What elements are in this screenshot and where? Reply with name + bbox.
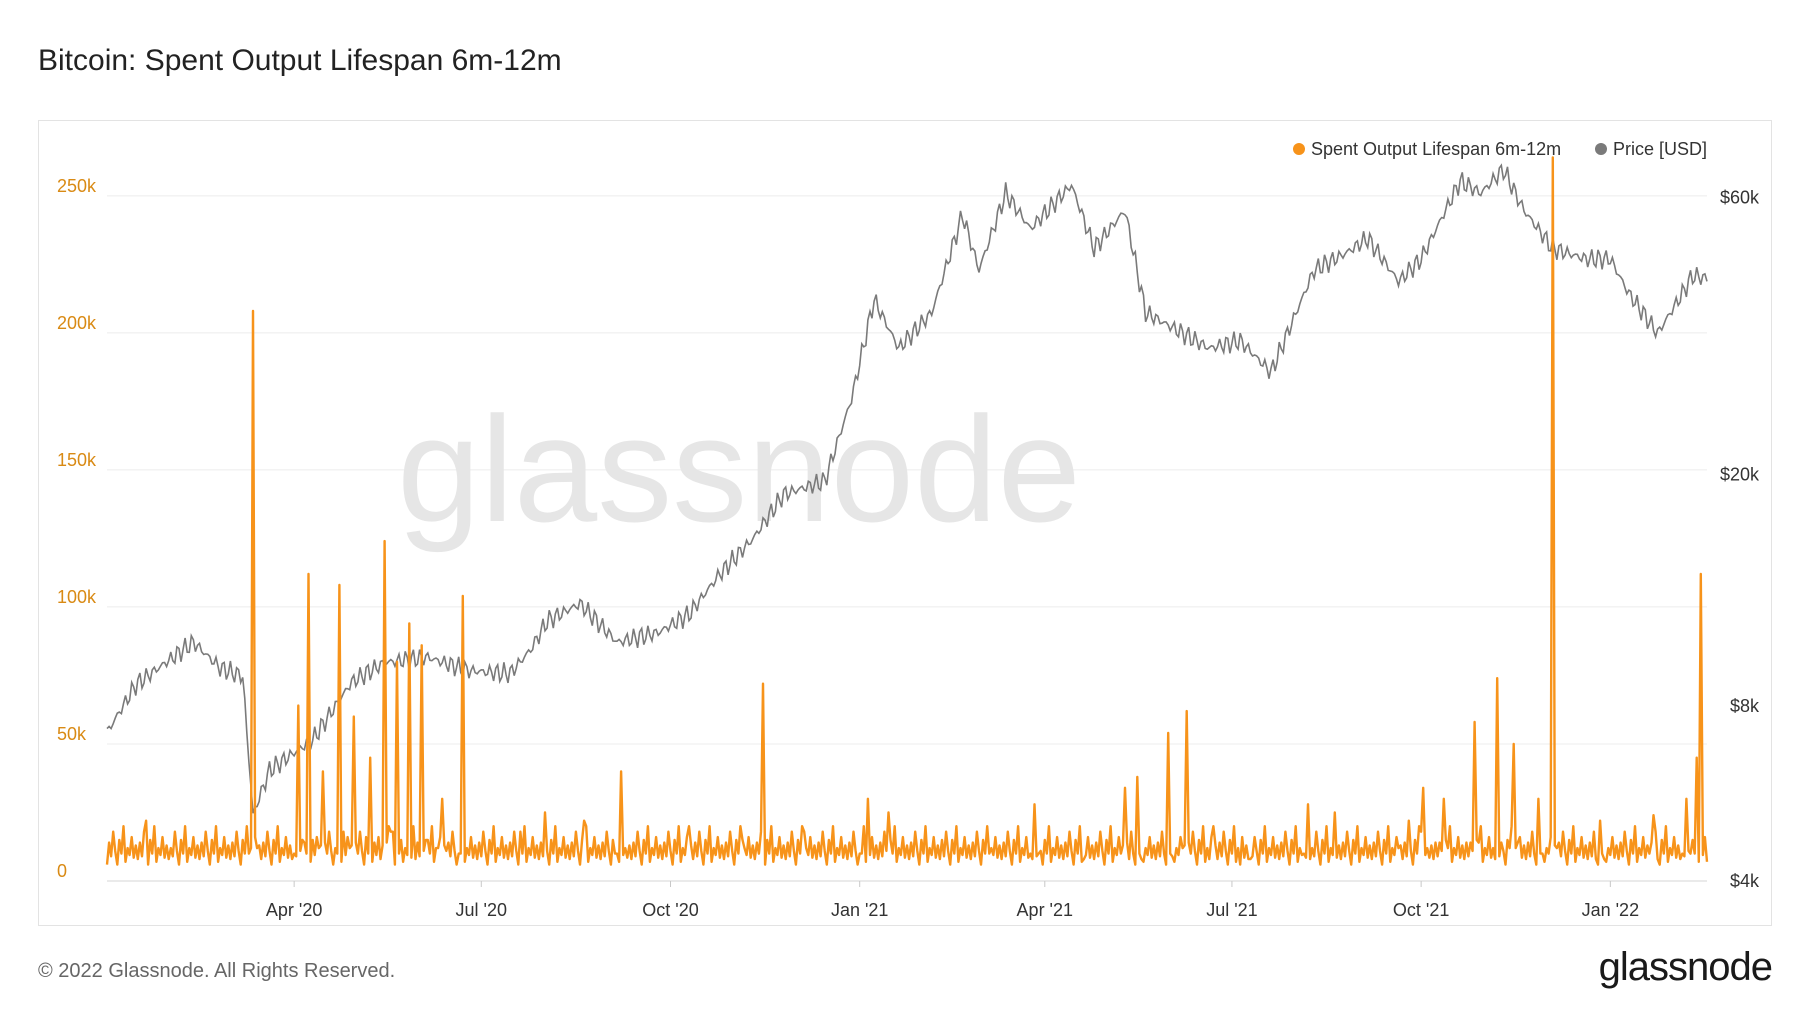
left-tick-label: 100k <box>57 587 97 607</box>
right-tick-label: $60k <box>1720 187 1760 207</box>
x-tick-label: Jul '21 <box>1206 900 1257 920</box>
right-tick-label: $20k <box>1720 465 1760 485</box>
copyright-text: © 2022 Glassnode. All Rights Reserved. <box>38 960 396 982</box>
legend-label-sopl: Spent Output Lifespan 6m-12m <box>1311 139 1561 159</box>
x-tick-label: Jul '20 <box>456 900 507 920</box>
left-tick-label: 150k <box>57 450 97 470</box>
legend-label-price: Price [USD] <box>1613 139 1707 159</box>
left-tick-label: 0 <box>57 861 67 881</box>
price-line[interactable] <box>106 163 1708 814</box>
x-tick-label: Apr '21 <box>1017 900 1073 920</box>
x-tick-label: Apr '20 <box>266 900 322 920</box>
left-tick-label: 50k <box>57 724 87 744</box>
left-tick-label: 200k <box>57 313 97 333</box>
watermark: glassnode <box>397 385 1081 553</box>
sopl-line[interactable] <box>105 156 1709 866</box>
right-tick-label: $8k <box>1730 696 1760 716</box>
chart-plot[interactable]: glassnode 0 50k 100k 150k 200k 250k $4k $8k $20… <box>39 121 1773 927</box>
legend-item-sopl[interactable]: Spent Output Lifespan 6m-12m <box>1293 139 1561 159</box>
x-tick-label: Jan '22 <box>1582 900 1639 920</box>
legend-dot-sopl-icon <box>1293 143 1305 155</box>
left-tick-label: 250k <box>57 176 97 196</box>
chart-title: Bitcoin: Spent Output Lifespan 6m-12m <box>38 44 562 77</box>
x-axis: Apr '20 Jul '20 Oct '20 Jan '21 Apr '21 Jul '… <box>107 880 1707 920</box>
sopl-series <box>105 156 1709 866</box>
price-series <box>106 163 1708 814</box>
left-axis: 0 50k 100k 150k 200k 250k <box>57 176 97 881</box>
right-axis: $4k $8k $20k $60k <box>1720 187 1760 891</box>
x-tick-label: Oct '20 <box>642 900 698 920</box>
x-tick-label: Oct '21 <box>1393 900 1449 920</box>
x-tick-label: Jan '21 <box>831 900 888 920</box>
glassnode-logo: glassnode <box>1598 945 1773 989</box>
legend-dot-price-icon <box>1595 143 1607 155</box>
legend-item-price[interactable]: Price [USD] <box>1595 139 1707 159</box>
legend[interactable]: Spent Output Lifespan 6m-12m Price [USD] <box>1293 139 1707 159</box>
chart-frame: glassnode 0 50k 100k 150k 200k 250k $4k $8k $20… <box>38 120 1772 926</box>
right-tick-label: $4k <box>1730 871 1760 891</box>
